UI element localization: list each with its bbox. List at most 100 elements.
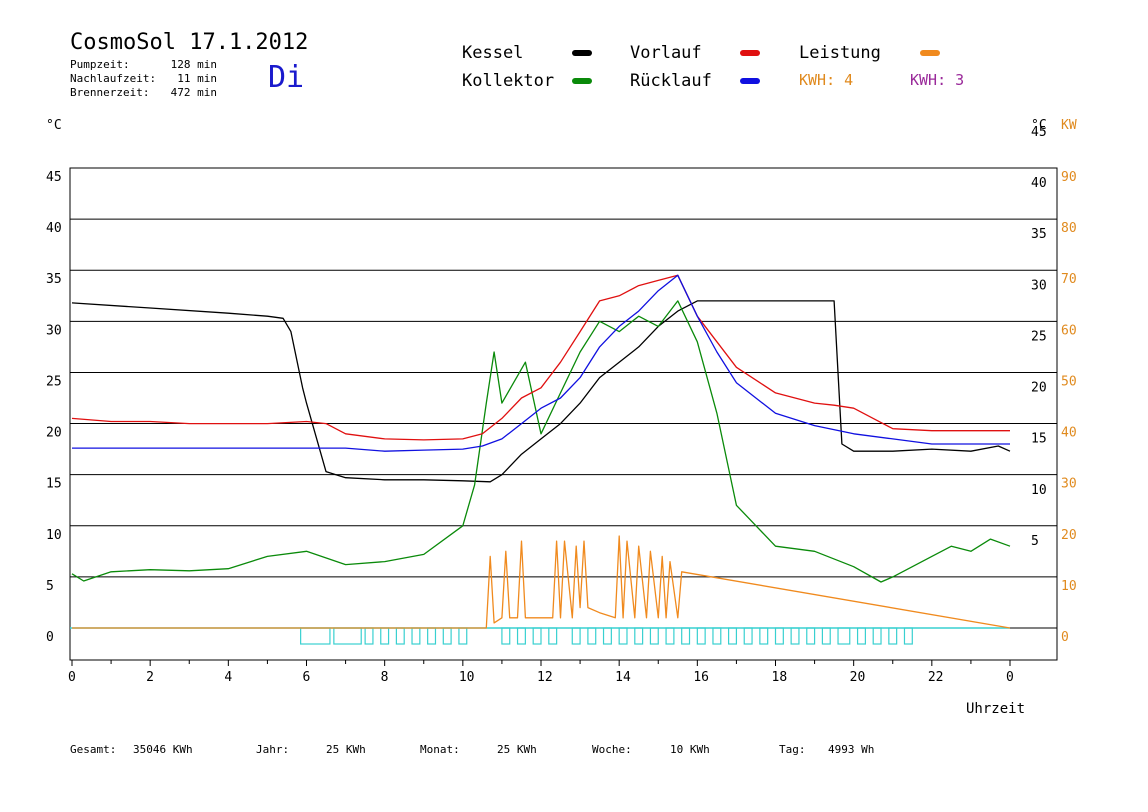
x-tick-label: 4 (224, 670, 232, 685)
x-tick-label: 22 (928, 670, 944, 685)
series-line-kessel (71, 300, 1011, 483)
y-tick-label-left: 25 (46, 374, 62, 389)
y-tick-label-right: 45 (1031, 125, 1047, 140)
pump-block (300, 627, 331, 645)
y2-tick-label: 0 (1061, 630, 1069, 645)
pump-block (442, 627, 452, 645)
pump-block (888, 627, 898, 645)
plot-frame (69, 167, 1058, 661)
y2-tick-label: 70 (1061, 272, 1077, 287)
x-tick-label: 0 (68, 670, 76, 685)
y2-tick-label: 80 (1061, 221, 1077, 236)
pump-block (411, 627, 421, 645)
legend-kessel-swatch (572, 50, 592, 56)
legend-kollektor-swatch (572, 78, 592, 84)
legend-kollektor-label: Kollektor (462, 71, 555, 91)
pump-block (743, 627, 753, 645)
x-axis-label: Uhrzeit (966, 701, 1026, 717)
pump-block (774, 627, 784, 645)
pump-block (806, 627, 816, 645)
x-tick-label: 18 (772, 670, 788, 685)
footer-jahr-value: 25 KWh (326, 743, 366, 756)
stat-brenner-label: Brennerzeit: (70, 86, 150, 99)
series-line-leistung (72, 535, 1011, 629)
series-line-rcklauf (72, 274, 1010, 452)
footer-tag-value: 4993 Wh (828, 743, 875, 756)
x-tick-label: 8 (381, 670, 389, 685)
y-tick-label-right: 30 (1031, 278, 1047, 293)
y2-tick-label: 10 (1061, 579, 1077, 594)
stat-brenner-value: 472 min (170, 86, 217, 99)
y-tick-label-right: 35 (1031, 227, 1047, 242)
x-tick-label: 0 (1006, 670, 1014, 685)
pump-block (712, 627, 722, 645)
x-tick-label: 10 (459, 670, 475, 685)
pump-block (427, 627, 437, 645)
y-tick-label-left: 0 (46, 630, 54, 645)
x-tick-label: 16 (693, 670, 709, 685)
y-tick-label-right: 25 (1031, 329, 1047, 344)
footer-jahr-label: Jahr: (256, 743, 290, 756)
legend-ruecklauf-label: Rücklauf (630, 71, 712, 91)
y-axis-unit-right: °C (1031, 118, 1047, 133)
legend-vorlauf-swatch (740, 50, 760, 56)
pump-block (872, 627, 882, 645)
footer-monat-value: 25 KWh (497, 743, 537, 756)
pump-block (587, 627, 597, 645)
pump-block (634, 627, 644, 645)
pump-block (602, 627, 612, 645)
pump-block (759, 627, 769, 645)
stat-nachlauf-value: 11 min (177, 72, 217, 85)
y-tick-label-right: 5 (1031, 534, 1039, 549)
pump-block (395, 627, 405, 645)
pump-block (501, 627, 511, 645)
legend-leistung-label: Leistung (799, 43, 881, 63)
y-tick-label-left: 20 (46, 426, 62, 441)
stat-nachlauf-label: Nachlaufzeit: (70, 72, 157, 85)
legend-ruecklauf-swatch (740, 78, 760, 84)
legend-vorlauf-label: Vorlauf (630, 43, 702, 63)
weekday-label: Di (268, 60, 305, 95)
y-tick-label-left: 5 (46, 579, 54, 594)
y2-axis-unit: KW (1061, 118, 1077, 133)
y2-tick-label: 90 (1061, 170, 1077, 185)
pump-block (696, 627, 706, 645)
footer-woche-label: Woche: (592, 743, 632, 756)
footer-tag-label: Tag: (779, 743, 806, 756)
pump-block (727, 627, 738, 645)
pump-block (790, 627, 800, 645)
legend-leistung-swatch (920, 50, 940, 56)
y2-tick-label: 30 (1061, 477, 1077, 492)
pump-block (856, 627, 866, 645)
series-line-kollektor (71, 300, 1011, 583)
pump-block (333, 627, 362, 645)
x-tick-label: 14 (615, 670, 631, 685)
x-tick-label: 12 (537, 670, 553, 685)
kwh-a-label: KWH: 4 (799, 71, 854, 89)
x-tick-label: 20 (850, 670, 866, 685)
footer-woche-value: 10 KWh (670, 743, 710, 756)
pump-block (821, 627, 831, 645)
footer-gesamt-label: Gesamt: (70, 743, 117, 756)
footer-gesamt-value: 35046 KWh (133, 743, 193, 756)
pump-block (618, 627, 628, 645)
y-tick-label-left: 35 (46, 272, 62, 287)
pump-block (458, 627, 468, 645)
y-tick-label-right: 10 (1031, 483, 1047, 498)
legend-kessel-label: Kessel (462, 43, 524, 63)
pump-block (649, 627, 659, 645)
pump-block (532, 627, 542, 645)
y-tick-label-right: 40 (1031, 176, 1047, 191)
y-axis-unit-left: °C (46, 118, 62, 133)
pump-block (380, 627, 390, 645)
kwh-b-label: KWH: 3 (910, 71, 965, 89)
pump-block (516, 627, 526, 645)
pump-block (903, 627, 913, 645)
chart-title: CosmoSol 17.1.2012 (70, 30, 309, 55)
y-tick-label-right: 20 (1031, 381, 1047, 396)
y-tick-label-left: 30 (46, 323, 62, 338)
pump-block (681, 627, 691, 645)
pump-block (571, 627, 581, 645)
pump-block (548, 627, 558, 645)
y-tick-label-left: 10 (46, 528, 62, 543)
